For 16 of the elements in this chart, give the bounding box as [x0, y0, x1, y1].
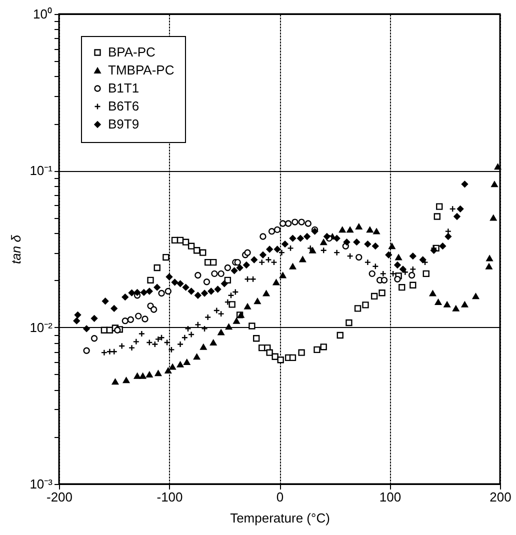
x-tick-label: -200 — [46, 490, 73, 504]
x-tick-label: -100 — [156, 490, 183, 504]
y-axis-title: tan δ — [8, 234, 24, 264]
x-axis-title: Temperature (°C) — [230, 510, 330, 526]
x-tick-label: 0 — [276, 490, 284, 504]
legend-label: B6T6 — [108, 98, 140, 114]
y-tick-label: 10⁻² — [30, 320, 54, 335]
y-tick-label: 10⁻¹ — [30, 163, 54, 178]
y-tick-label: 10⁰ — [33, 6, 52, 22]
y-tick-label: 10⁻³ — [30, 476, 54, 492]
legend-label: B9T9 — [108, 116, 140, 132]
legend-label: B1T1 — [108, 80, 140, 96]
legend-label: BPA-PC — [108, 44, 156, 60]
x-tick-label: 100 — [379, 490, 402, 504]
x-tick-label: 200 — [490, 490, 512, 504]
legend-label: TMBPA-PC — [108, 62, 174, 78]
